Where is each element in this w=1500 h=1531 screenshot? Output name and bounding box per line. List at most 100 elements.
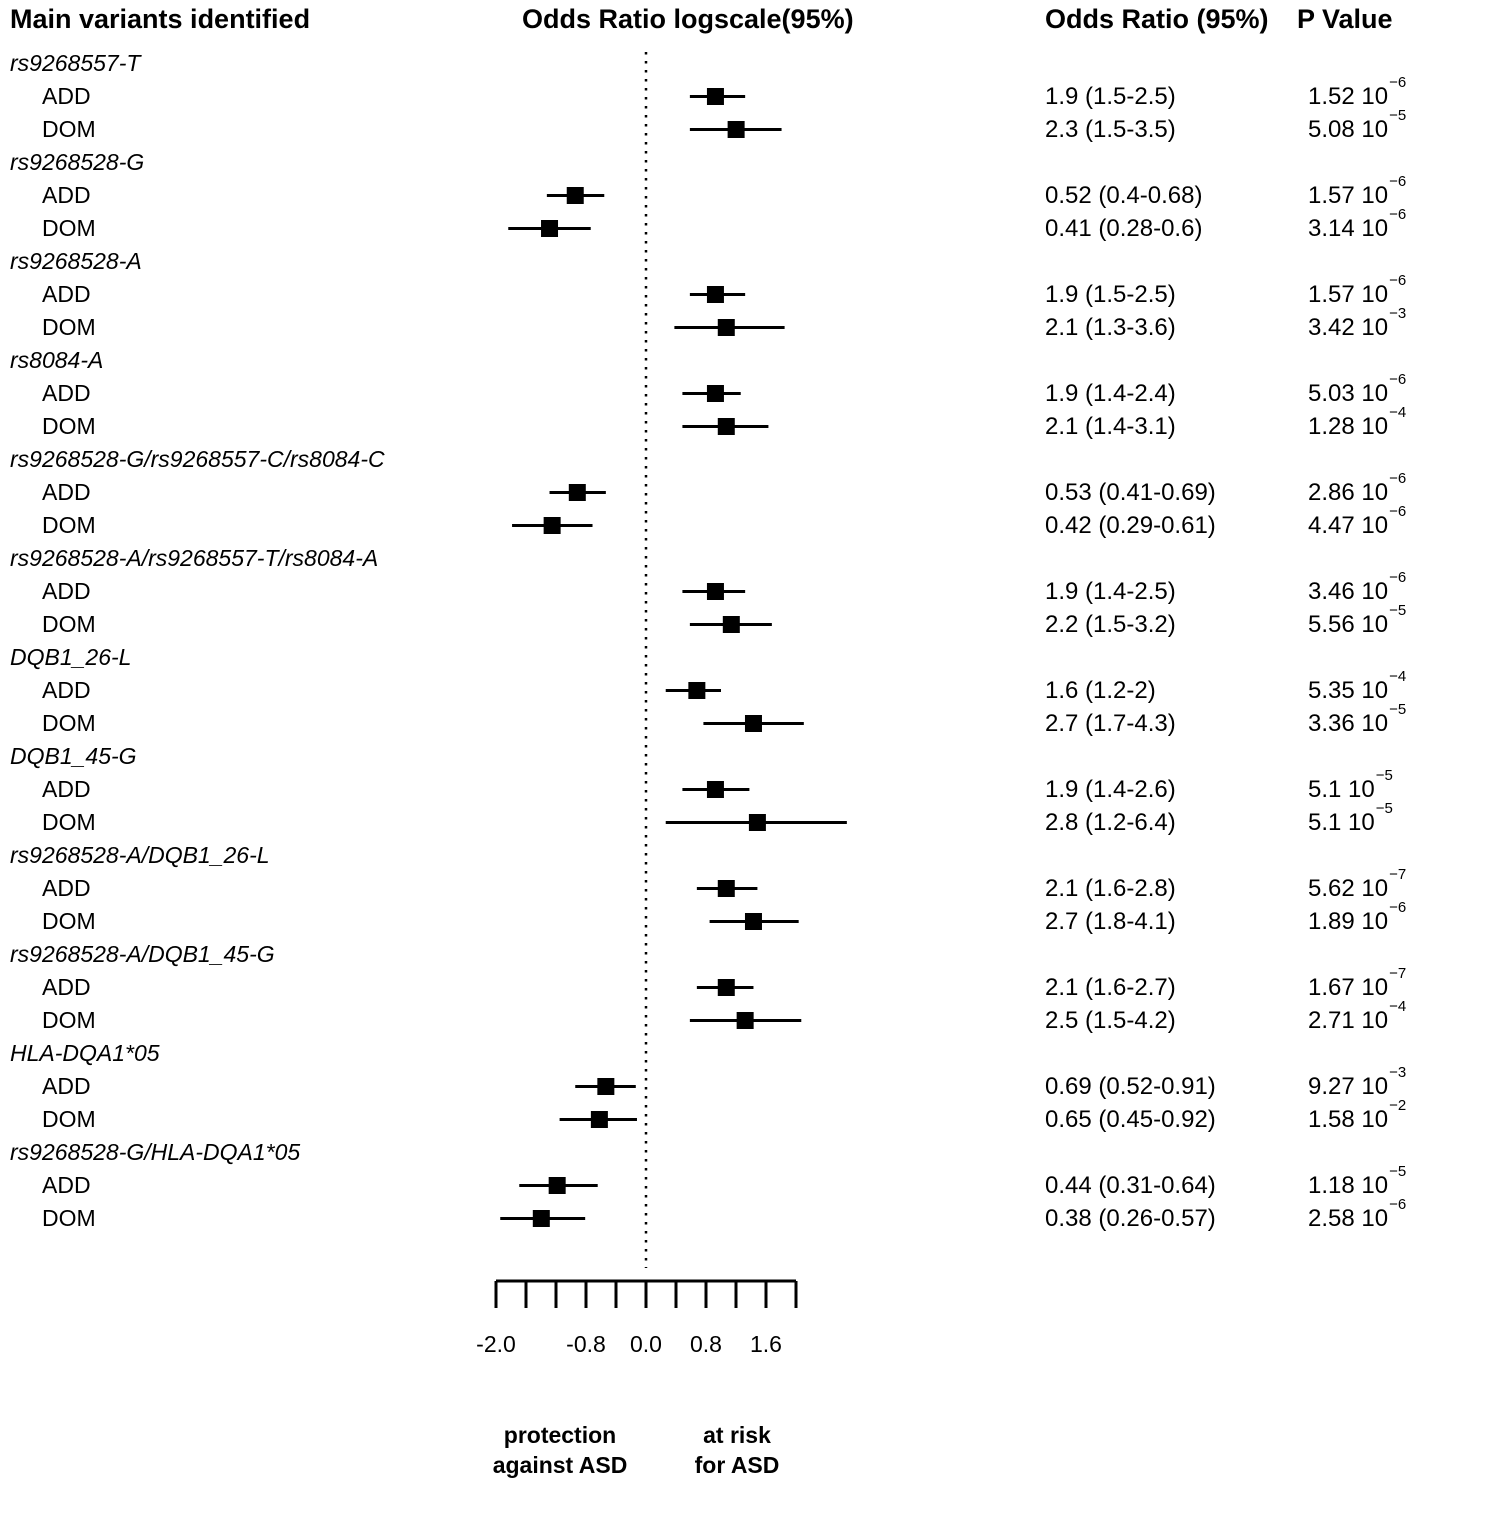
odds-ratio-value: 0.42 (0.29-0.61) — [1045, 512, 1216, 539]
variant-label: rs9268528-A/DQB1_45-G — [10, 941, 275, 967]
p-value-mantissa: 2.86 10 — [1308, 479, 1389, 506]
p-value: 5.08 10−5 — [1308, 108, 1406, 146]
odds-ratio-marker — [688, 682, 706, 699]
odds-ratio-value: 2.1 (1.4-3.1) — [1045, 413, 1176, 440]
odds-ratio-marker — [590, 1111, 608, 1128]
protection-annotation-line2: against ASD — [492, 1452, 628, 1478]
odds-ratio-marker — [548, 1177, 566, 1194]
model-label: DOM — [42, 1106, 96, 1132]
p-value: 3.36 10−5 — [1308, 702, 1406, 740]
p-value-exponent: −6 — [1389, 371, 1407, 388]
model-label: ADD — [42, 1172, 91, 1198]
model-label: ADD — [42, 380, 91, 406]
p-value-mantissa: 5.08 10 — [1308, 116, 1389, 143]
p-value: 1.52 10−6 — [1308, 75, 1406, 113]
odds-ratio-marker — [722, 616, 740, 633]
odds-ratio-marker — [748, 814, 766, 831]
protection-annotation: protection against ASD — [493, 1420, 628, 1480]
p-value: 5.56 10−5 — [1308, 603, 1406, 641]
model-label: ADD — [42, 281, 91, 307]
p-value: 5.62 10−7 — [1308, 867, 1406, 905]
p-value-exponent: −3 — [1389, 1064, 1407, 1081]
p-value-mantissa: 5.1 10 — [1308, 809, 1375, 836]
p-value: 5.03 10−6 — [1308, 372, 1406, 410]
column-header-odds-ratio-logscale: Odds Ratio logscale(95%) — [522, 4, 854, 34]
model-label: DOM — [42, 413, 96, 439]
odds-ratio-value: 2.1 (1.3-3.6) — [1045, 314, 1176, 341]
p-value-exponent: −6 — [1389, 173, 1407, 190]
model-label: ADD — [42, 479, 91, 505]
p-value-exponent: −5 — [1389, 1163, 1407, 1180]
model-label: DOM — [42, 512, 96, 538]
odds-ratio-value: 0.65 (0.45-0.92) — [1045, 1106, 1216, 1133]
odds-ratio-marker — [717, 418, 735, 435]
variant-label: rs8084-A — [10, 347, 104, 373]
p-value-mantissa: 1.18 10 — [1308, 1172, 1389, 1199]
variant-label: rs9268528-A/DQB1_26-L — [10, 842, 270, 868]
variant-label: rs9268528-G/rs9268557-C/rs8084-C — [10, 446, 385, 472]
p-value-mantissa: 1.57 10 — [1308, 182, 1389, 209]
odds-ratio-value: 0.44 (0.31-0.64) — [1045, 1172, 1216, 1199]
p-value-mantissa: 3.42 10 — [1308, 314, 1389, 341]
model-label: DOM — [42, 611, 96, 637]
odds-ratio-marker — [706, 583, 724, 600]
p-value-mantissa: 1.28 10 — [1308, 413, 1389, 440]
p-value: 1.57 10−6 — [1308, 273, 1406, 311]
p-value: 5.1 10−5 — [1308, 768, 1393, 806]
variant-label: DQB1_45-G — [10, 743, 137, 769]
odds-ratio-value: 0.69 (0.52-0.91) — [1045, 1073, 1216, 1100]
p-value: 5.35 10−4 — [1308, 669, 1406, 707]
odds-ratio-value: 2.8 (1.2-6.4) — [1045, 809, 1176, 836]
p-value-mantissa: 1.67 10 — [1308, 974, 1389, 1001]
model-label: DOM — [42, 908, 96, 934]
odds-ratio-marker — [717, 319, 735, 336]
p-value-mantissa: 5.03 10 — [1308, 380, 1389, 407]
model-label: ADD — [42, 578, 91, 604]
odds-ratio-marker — [541, 220, 559, 237]
p-value-mantissa: 1.52 10 — [1308, 83, 1389, 110]
p-value-mantissa: 5.56 10 — [1308, 611, 1389, 638]
model-label: ADD — [42, 182, 91, 208]
variant-label: DQB1_26-L — [10, 644, 132, 670]
p-value: 9.27 10−3 — [1308, 1065, 1406, 1103]
odds-ratio-value: 2.1 (1.6-2.8) — [1045, 875, 1176, 902]
odds-ratio-value: 1.9 (1.4-2.4) — [1045, 380, 1176, 407]
variant-label: rs9268557-T — [10, 50, 141, 76]
model-label: ADD — [42, 83, 91, 109]
odds-ratio-marker — [744, 715, 762, 732]
model-label: DOM — [42, 809, 96, 835]
model-label: DOM — [42, 215, 96, 241]
p-value: 1.28 10−4 — [1308, 405, 1406, 443]
p-value-exponent: −5 — [1389, 701, 1407, 718]
p-value-mantissa: 3.36 10 — [1308, 710, 1389, 737]
p-value-mantissa: 5.62 10 — [1308, 875, 1389, 902]
model-label: ADD — [42, 974, 91, 1000]
odds-ratio-value: 1.9 (1.5-2.5) — [1045, 281, 1176, 308]
model-label: ADD — [42, 677, 91, 703]
p-value: 4.47 10−6 — [1308, 504, 1406, 542]
odds-ratio-marker — [706, 88, 724, 105]
p-value-exponent: −4 — [1389, 404, 1407, 421]
p-value: 1.18 10−5 — [1308, 1164, 1406, 1202]
p-value-exponent: −6 — [1389, 74, 1407, 91]
p-value-exponent: −5 — [1375, 800, 1393, 817]
p-value-mantissa: 9.27 10 — [1308, 1073, 1389, 1100]
p-value-mantissa: 5.1 10 — [1308, 776, 1375, 803]
odds-ratio-value: 0.38 (0.26-0.57) — [1045, 1205, 1216, 1232]
p-value: 1.58 10−2 — [1308, 1098, 1406, 1136]
variant-label: HLA-DQA1*05 — [10, 1040, 160, 1066]
p-value-exponent: −2 — [1389, 1097, 1407, 1114]
odds-ratio-marker — [532, 1210, 550, 1227]
odds-ratio-value: 2.7 (1.7-4.3) — [1045, 710, 1176, 737]
p-value-exponent: −7 — [1389, 965, 1407, 982]
p-value: 1.67 10−7 — [1308, 966, 1406, 1004]
column-header-variants: Main variants identified — [10, 4, 311, 34]
model-label: DOM — [42, 116, 96, 142]
x-axis-tick-label: 1.6 — [750, 1331, 782, 1357]
x-axis-tick-label: -0.8 — [566, 1331, 606, 1357]
p-value: 3.14 10−6 — [1308, 207, 1406, 245]
odds-ratio-marker — [568, 484, 586, 501]
p-value-exponent: −6 — [1389, 1196, 1407, 1213]
